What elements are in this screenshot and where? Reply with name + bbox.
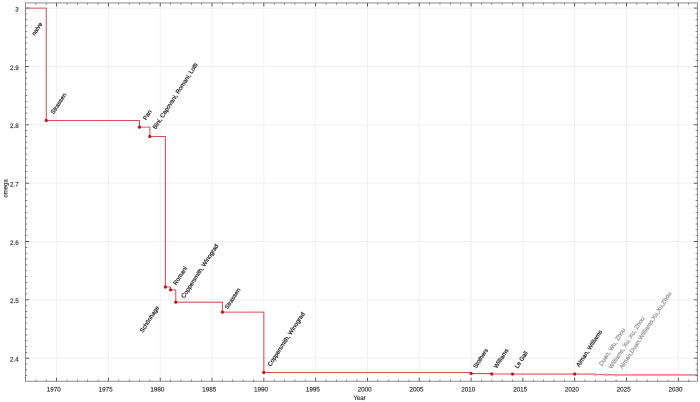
svg-text:2010: 2010 [461,387,476,394]
svg-text:1985: 1985 [202,387,217,394]
svg-text:2020: 2020 [565,387,580,394]
svg-text:2.9: 2.9 [10,65,19,72]
svg-text:3: 3 [15,6,19,13]
svg-text:1975: 1975 [99,387,114,394]
svg-text:2015: 2015 [513,387,528,394]
svg-text:Pan: Pan [143,109,154,121]
svg-text:2005: 2005 [409,387,424,394]
svg-text:1995: 1995 [306,387,321,394]
svg-text:2.6: 2.6 [10,240,19,247]
svg-text:2.8: 2.8 [10,123,19,130]
svg-text:2030: 2030 [668,387,683,394]
svg-text:2.5: 2.5 [10,298,19,305]
svg-text:2025: 2025 [617,387,632,394]
svg-text:2.7: 2.7 [10,181,19,188]
svg-text:1990: 1990 [254,387,269,394]
svg-text:1980: 1980 [150,387,165,394]
svg-text:1970: 1970 [47,387,62,394]
svg-text:omega: omega [4,179,10,198]
svg-text:2000: 2000 [358,387,373,394]
svg-text:2.4: 2.4 [10,357,19,364]
svg-text:Year: Year [353,396,365,402]
